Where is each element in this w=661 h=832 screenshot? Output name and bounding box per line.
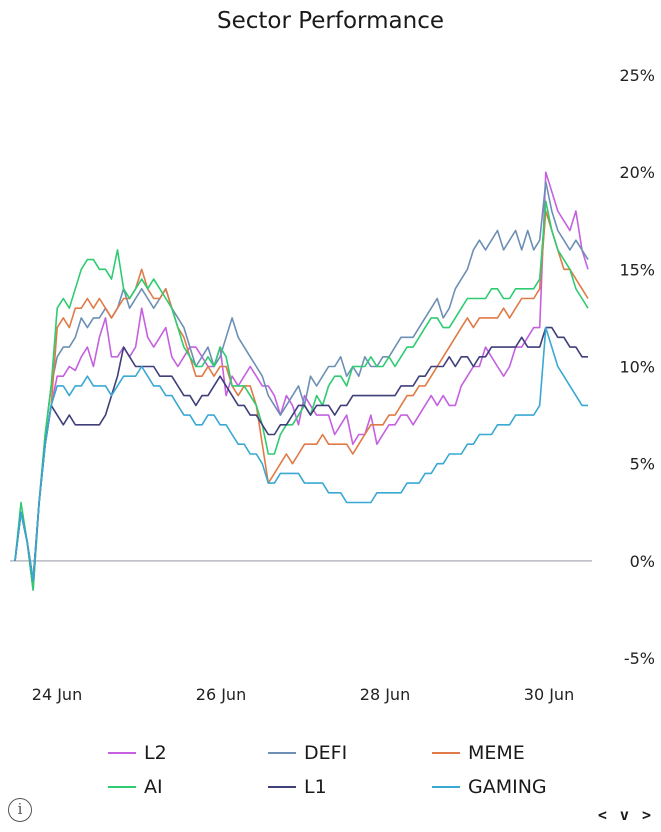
chart-title: Sector Performance [216, 8, 444, 34]
legend-item-gaming[interactable]: GAMING [432, 776, 547, 798]
legend-swatch [432, 786, 460, 788]
x-tick-label: 28 Jun [360, 685, 410, 704]
legend-label: GAMING [468, 776, 547, 798]
legend-label: L2 [144, 742, 167, 764]
y-tick-label: 25% [619, 66, 655, 85]
x-tick-label: 24 Jun [32, 685, 82, 704]
legend-item-defi[interactable]: DEFI [268, 742, 347, 764]
info-icon[interactable]: i [8, 798, 32, 822]
series-line-l1 [14, 326, 588, 582]
series-line-defi [14, 181, 589, 582]
series-line-meme [14, 210, 589, 582]
legend-label: L1 [304, 776, 327, 798]
y-tick-label: 15% [619, 260, 655, 279]
y-tick-label: 10% [619, 358, 655, 377]
chart-plot-area: 25% 20% 15% 10% 5% 0% -5% 24 Jun 26 Jun 28 Jun 30 … [10, 66, 655, 704]
legend-label: AI [144, 776, 163, 798]
legend-swatch [268, 786, 296, 788]
series-line-ai [14, 200, 589, 591]
y-tick-label: 20% [619, 163, 655, 182]
legend-swatch [108, 752, 136, 754]
x-tick-label: 30 Jun [524, 685, 574, 704]
y-tick-label: -5% [624, 649, 655, 668]
legend-swatch [108, 786, 136, 788]
legend-swatch [432, 752, 460, 754]
y-tick-label: 0% [630, 552, 655, 571]
legend-item-meme[interactable]: MEME [432, 742, 525, 764]
legend-swatch [268, 752, 296, 754]
series-line-l2 [14, 171, 589, 591]
legend-label: MEME [468, 742, 525, 764]
series-line-gaming [14, 326, 588, 582]
x-tick-label: 26 Jun [196, 685, 246, 704]
y-tick-label: 5% [630, 455, 655, 474]
chart-nav-controls[interactable]: < v > [597, 806, 653, 824]
legend-label: DEFI [304, 742, 348, 764]
legend-item-l2[interactable]: L2 [108, 742, 167, 764]
legend-item-l1[interactable]: L1 [268, 776, 327, 798]
chart-legend: L2 DEFI MEME AI L1 GAMING [0, 738, 661, 808]
legend-item-ai[interactable]: AI [108, 776, 163, 798]
